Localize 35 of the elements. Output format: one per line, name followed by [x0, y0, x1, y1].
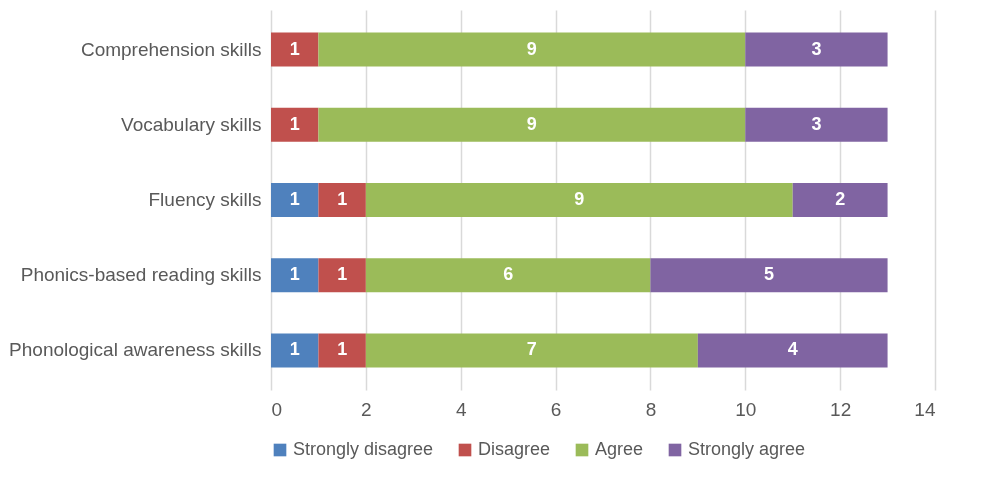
y-tick-label: Phonics-based reading skills — [20, 264, 262, 286]
legend-label: Strongly agree — [688, 439, 806, 459]
data-label: 1 — [289, 113, 300, 134]
data-label: 2 — [835, 189, 846, 209]
data-label: 1 — [337, 189, 348, 209]
data-label: 1 — [337, 264, 348, 285]
legend-label: Agree — [595, 439, 644, 459]
x-tick-label: 0 — [271, 398, 283, 420]
y-tick-label: Vocabulary skills — [121, 113, 262, 135]
data-label: 5 — [763, 264, 775, 285]
x-tick-label: 10 — [735, 398, 757, 420]
data-label: 1 — [289, 189, 300, 209]
data-label: 7 — [526, 339, 537, 360]
y-tick-label: Phonological awareness skills — [9, 339, 262, 361]
data-label: 9 — [574, 189, 585, 209]
data-label: 3 — [811, 113, 822, 134]
data-label: 6 — [503, 264, 514, 285]
data-label: 9 — [526, 38, 537, 59]
data-label: 4 — [787, 339, 798, 360]
x-tick-label: 6 — [550, 398, 562, 420]
data-label: 9 — [526, 113, 537, 134]
y-tick-label: Fluency skills — [148, 189, 262, 210]
x-tick-label: 2 — [361, 398, 372, 420]
y-tick-label: Comprehension skills — [80, 38, 262, 60]
x-tick-label: 14 — [914, 398, 936, 420]
data-label: 1 — [337, 339, 348, 360]
legend-label: Strongly disagree — [293, 439, 434, 459]
legend-label: Disagree — [478, 439, 551, 459]
data-label: 1 — [289, 264, 300, 285]
data-label: 3 — [811, 38, 822, 59]
data-label: 1 — [289, 38, 300, 59]
data-label: 1 — [289, 339, 300, 360]
x-tick-label: 12 — [830, 398, 852, 420]
x-tick-label: 4 — [455, 398, 467, 420]
x-tick-label: 8 — [645, 398, 657, 420]
